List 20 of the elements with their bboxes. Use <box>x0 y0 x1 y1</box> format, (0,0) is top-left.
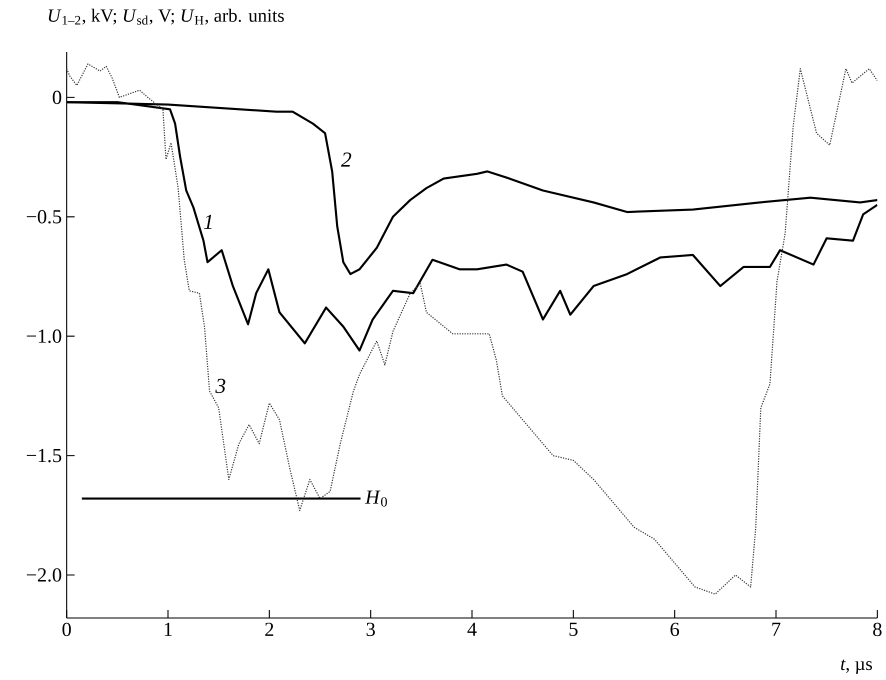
series-label: H$_{0}$ <box>365 490 387 507</box>
x-tick-label: 1 <box>164 622 172 636</box>
text: U$_{1–2}$, kV; U$_{sd}$, V; U$_{H}$, arb. units <box>48 8 284 25</box>
x-tick-label: 7 <box>772 622 780 636</box>
x-tick-label: 3 <box>366 622 375 636</box>
y-tick-label: −1.0 <box>26 329 62 343</box>
annotation: 1 <box>204 214 212 229</box>
x-tick-label: 4 <box>467 622 477 636</box>
x-axis-title: t, µs <box>841 659 872 674</box>
y-tick-label: −0.5 <box>26 210 62 224</box>
x-tick-label: 5 <box>570 622 578 636</box>
annotation: 2 <box>341 152 352 167</box>
x-tick-label: 0 <box>62 622 71 636</box>
y-tick-label: −1.5 <box>26 448 62 462</box>
x-tick-label: 2 <box>265 622 274 636</box>
annotation: 3 <box>215 378 226 394</box>
y-tick-label: −2.0 <box>26 568 62 582</box>
x-tick-label: 8 <box>873 622 882 636</box>
y-tick-label: 0 <box>52 90 62 104</box>
x-tick-label: 6 <box>670 622 680 636</box>
